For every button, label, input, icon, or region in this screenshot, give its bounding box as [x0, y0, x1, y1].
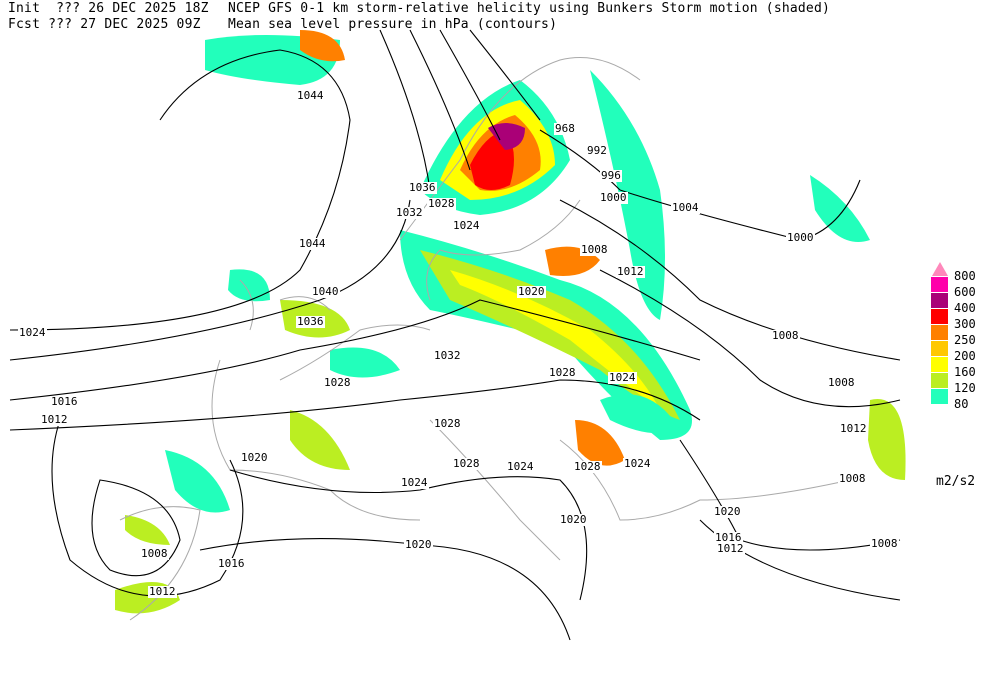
contour-label: 1044 — [296, 89, 325, 102]
coastlines — [119, 57, 851, 621]
contour-label: 1008 — [838, 472, 867, 485]
contour-label: 1008 — [870, 537, 899, 550]
helicity-area — [600, 394, 680, 434]
contour-label: 1024 — [18, 326, 47, 339]
contour-label: 1012 — [616, 265, 645, 278]
legend-units: m2/s2 — [936, 474, 976, 489]
contour-label: 1020 — [559, 513, 588, 526]
legend-swatch-250 — [931, 325, 948, 340]
helicity-area — [450, 270, 660, 410]
contour-label: 1024 — [400, 476, 429, 489]
legend-label: 120 — [954, 381, 976, 395]
contour-label: 1016 — [217, 557, 246, 570]
legend-arrow-800 — [932, 262, 948, 276]
contour-label: 1016 — [714, 531, 743, 544]
contour-label: 1024 — [506, 460, 535, 473]
legend-label: 600 — [954, 285, 976, 299]
contour-label: 1040 — [311, 285, 340, 298]
helicity-area — [125, 515, 170, 545]
helicity-shading — [115, 30, 906, 614]
legend-label: 160 — [954, 365, 976, 379]
contour-label: 1028 — [433, 417, 462, 430]
contour-label: 1008 — [140, 547, 169, 560]
helicity-area — [868, 399, 906, 480]
legend-label: 200 — [954, 349, 976, 363]
legend-label: 800 — [954, 269, 976, 283]
contour-label: 1012 — [716, 542, 745, 555]
contour-label: 1044 — [298, 237, 327, 250]
contour-label: 1028 — [573, 460, 602, 473]
helicity-area — [300, 30, 345, 62]
helicity-area — [330, 347, 400, 378]
legend-swatch-600 — [931, 277, 948, 292]
contour-label: 1000 — [599, 191, 628, 204]
helicity-area — [488, 123, 525, 150]
forecast-time: Fcst ??? 27 DEC 2025 09Z — [8, 17, 201, 32]
contour-label: 1008 — [827, 376, 856, 389]
contour-label: 1024 — [608, 371, 637, 384]
legend-swatch-400 — [931, 293, 948, 308]
contour-label: 1028 — [452, 457, 481, 470]
helicity-area — [165, 450, 230, 513]
contour-label: 1028 — [548, 366, 577, 379]
helicity-area — [810, 175, 870, 242]
legend-label: 250 — [954, 333, 976, 347]
contour-label: 1008 — [580, 243, 609, 256]
contour-label: 1020 — [240, 451, 269, 464]
contour-label: 1012 — [839, 422, 868, 435]
contour-label: 1032 — [395, 206, 424, 219]
legend-swatch-120 — [931, 373, 948, 388]
contour-label: 1020 — [517, 285, 546, 298]
contour-label: 1012 — [40, 413, 69, 426]
legend-label: 300 — [954, 317, 976, 331]
contour-label: 1020 — [404, 538, 433, 551]
contour-label: 1020 — [713, 505, 742, 518]
contour-label: 1036 — [408, 181, 437, 194]
helicity-area — [228, 269, 270, 302]
contour-label: 1024 — [623, 457, 652, 470]
legend-label: 80 — [954, 397, 969, 411]
contour-label: 1012 — [148, 585, 177, 598]
legend-swatch-300 — [931, 309, 948, 324]
contour-label: 996 — [600, 169, 622, 182]
legend-swatch-80 — [931, 389, 948, 404]
contour-label: 992 — [586, 144, 608, 157]
contour-label: 1004 — [671, 201, 700, 214]
init-time: Init ??? 26 DEC 2025 18Z — [8, 1, 209, 16]
contour-label: 1024 — [452, 219, 481, 232]
shaded-field-title: NCEP GFS 0-1 km storm-relative helicity … — [228, 1, 830, 16]
contour-label: 1000 — [786, 231, 815, 244]
contour-field-title: Mean sea level pressure in hPa (contours… — [228, 17, 558, 32]
contour-label: 968 — [554, 122, 576, 135]
helicity-area — [590, 70, 665, 320]
contour-label: 1028 — [323, 376, 352, 389]
helicity-area — [290, 410, 350, 470]
legend-swatch-160 — [931, 357, 948, 372]
helicity-area — [575, 420, 625, 466]
contour-label: 1032 — [433, 349, 462, 362]
contour-label: 1016 — [50, 395, 79, 408]
legend-label: 400 — [954, 301, 976, 315]
contour-label: 1028 — [427, 197, 456, 210]
contour-label: 1008 — [771, 329, 800, 342]
legend-swatch-200 — [931, 341, 948, 356]
contour-label: 1036 — [296, 315, 325, 328]
